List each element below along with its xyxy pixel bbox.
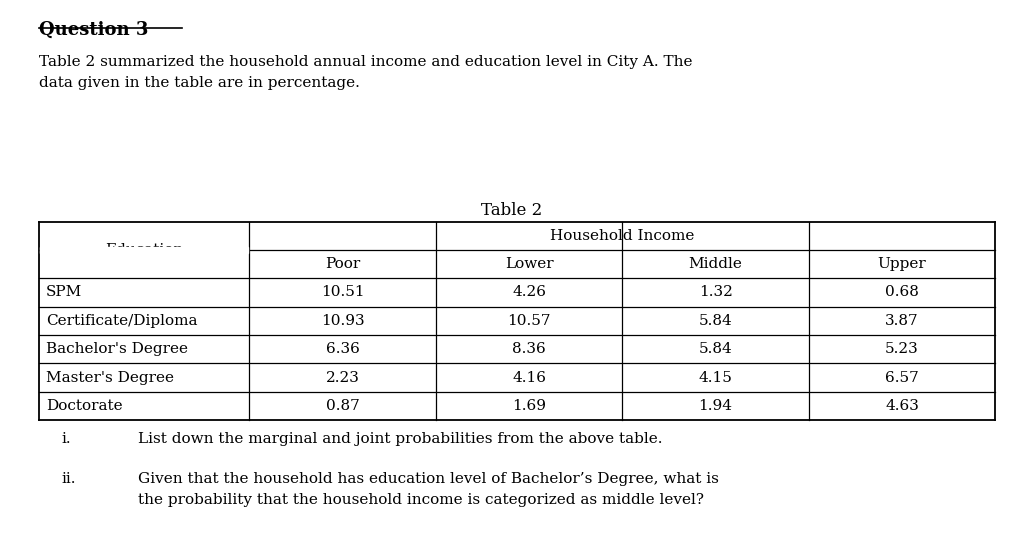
Text: Table 2 summarized the household annual income and education level in City A. Th: Table 2 summarized the household annual … [39, 55, 692, 90]
Text: 4.15: 4.15 [698, 370, 732, 385]
Text: 1.69: 1.69 [512, 399, 546, 413]
Text: Bachelor's Degree: Bachelor's Degree [46, 342, 188, 356]
Text: 4.26: 4.26 [512, 286, 546, 299]
Text: List down the marginal and joint probabilities from the above table.: List down the marginal and joint probabi… [138, 432, 663, 446]
Text: Household Income: Household Income [550, 229, 694, 243]
Text: 6.36: 6.36 [326, 342, 359, 356]
Text: Lower: Lower [505, 257, 553, 271]
Text: 5.23: 5.23 [885, 342, 919, 356]
Text: 4.63: 4.63 [885, 399, 919, 413]
Text: Doctorate: Doctorate [46, 399, 123, 413]
Text: SPM: SPM [46, 286, 82, 299]
Text: 4.16: 4.16 [512, 370, 546, 385]
Text: 2.23: 2.23 [326, 370, 359, 385]
Bar [40, 247, 248, 253]
Text: Upper: Upper [878, 257, 927, 271]
Text: ii.: ii. [61, 472, 76, 486]
Text: Certificate/Diploma: Certificate/Diploma [46, 314, 198, 328]
Text: Master's Degree: Master's Degree [46, 370, 174, 385]
Text: 0.68: 0.68 [885, 286, 919, 299]
Text: 10.93: 10.93 [321, 314, 365, 328]
Text: 5.84: 5.84 [698, 314, 732, 328]
Text: Education: Education [105, 243, 183, 257]
Text: Poor: Poor [325, 257, 360, 271]
Text: 5.84: 5.84 [698, 342, 732, 356]
Text: 10.51: 10.51 [321, 286, 365, 299]
Text: 3.87: 3.87 [886, 314, 919, 328]
Text: 0.87: 0.87 [326, 399, 359, 413]
Text: 1.94: 1.94 [698, 399, 732, 413]
Text: 6.57: 6.57 [885, 370, 919, 385]
Text: Given that the household has education level of Bachelor’s Degree, what is
the p: Given that the household has education l… [138, 472, 719, 507]
Text: 8.36: 8.36 [512, 342, 546, 356]
Text: i.: i. [61, 432, 71, 446]
Text: Middle: Middle [688, 257, 742, 271]
Text: 1.32: 1.32 [698, 286, 732, 299]
Text: Question 3: Question 3 [39, 21, 148, 39]
Text: Table 2: Table 2 [481, 202, 543, 219]
Text: 10.57: 10.57 [507, 314, 551, 328]
